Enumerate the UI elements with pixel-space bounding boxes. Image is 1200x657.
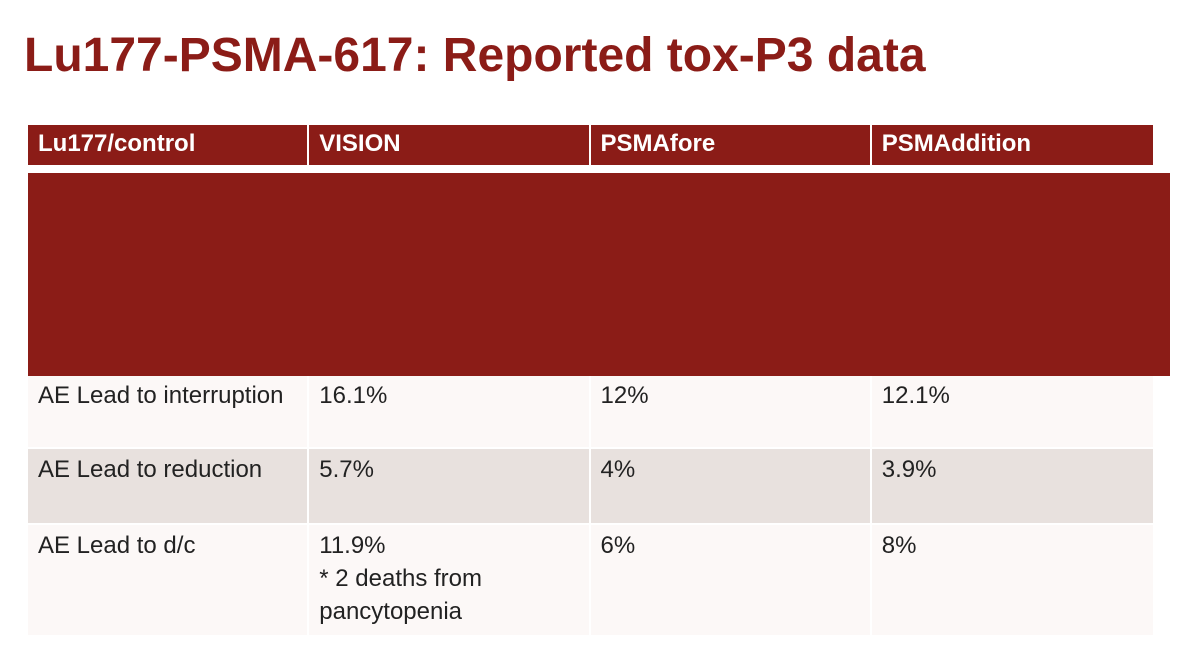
table-cell: AE Lead to d/c [28, 523, 310, 635]
header-cell: PSMAfore [590, 125, 872, 165]
header-cell: PSMAddition [871, 125, 1153, 165]
table-cell: 11.9% * 2 deaths from pancytopenia [309, 523, 591, 635]
header-row: Lu177/control VISION PSMAfore PSMAddition [28, 125, 1153, 165]
table-cell: 12.1% [871, 375, 1153, 447]
header-cell: Lu177/control [28, 125, 310, 165]
table-row: AE Lead to interruption 16.1% 12% 12.1% [28, 375, 1153, 447]
table-cell: AE Lead to reduction [28, 447, 310, 523]
table-cell: 6% [590, 523, 872, 635]
table-row: AE Lead to d/c 11.9% * 2 deaths from panc… [28, 523, 1153, 635]
header-cell: VISION [309, 125, 591, 165]
table-cell: 4% [590, 447, 872, 523]
table-cell: 8% [871, 523, 1153, 635]
table-row: AE Lead to reduction 5.7% 4% 3.9% [28, 447, 1153, 523]
table-cell: 12% [590, 375, 872, 447]
table-cell: 16.1% [309, 375, 591, 447]
redaction-block [28, 173, 1170, 376]
table-cell: 5.7% [309, 447, 591, 523]
table: Lu177/control VISION PSMAfore PSMAddition AE… [28, 125, 1153, 635]
slide-title: Lu177-PSMA-617: Reported tox-P3 data [24, 29, 926, 82]
table-cell: 3.9% [871, 447, 1153, 523]
table-cell: AE Lead to interruption [28, 375, 310, 447]
